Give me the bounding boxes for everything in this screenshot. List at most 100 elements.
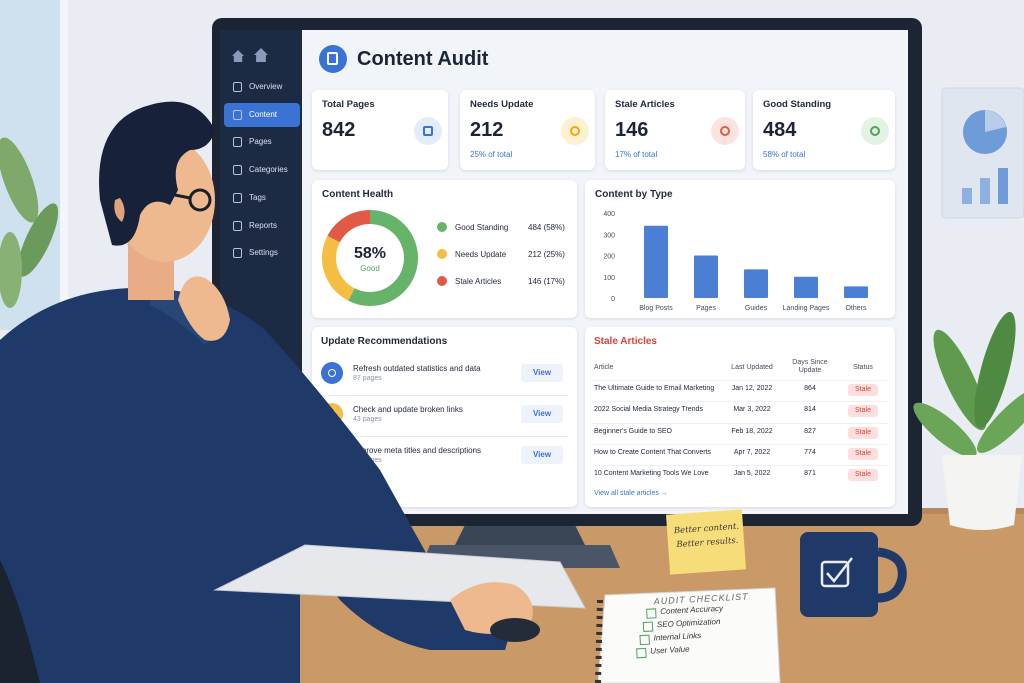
stat-value: 842 — [322, 119, 356, 141]
mug — [800, 532, 907, 617]
x-tick-label: Others — [845, 305, 867, 312]
table-cell: The Ultimate Guide to Email Marketing — [594, 385, 715, 392]
mug-shape — [820, 560, 850, 588]
view-all-link[interactable]: View all stale articles → — [594, 490, 668, 497]
stat-value: 146 — [615, 119, 649, 141]
right-plant-shape — [974, 311, 1016, 429]
view-button[interactable]: View — [521, 446, 563, 464]
table-cell: 2022 Social Media Strategy Trends — [594, 406, 703, 414]
legend-dot — [437, 249, 447, 259]
note: Better content. Better results. — [671, 520, 743, 553]
legend-label: Needs Update — [455, 250, 507, 259]
stat-icon-glyph — [570, 126, 580, 136]
stat-label: Needs Update — [470, 99, 534, 110]
rec-title: Improve meta titles and descriptions — [353, 446, 482, 455]
right-plant-shape — [977, 387, 1024, 453]
table-cell: Apr 7, 2022 — [733, 448, 771, 456]
y-tick-label: 200 — [603, 254, 615, 261]
wall-picture — [941, 87, 1024, 219]
table-cell: 814 — [804, 406, 816, 414]
view-button[interactable]: View — [521, 364, 563, 382]
table-cell: Beginner's Guide to SEO — [594, 427, 672, 435]
right-plant-shape — [933, 329, 987, 431]
table-cell: 871 — [804, 470, 816, 478]
stat-value: 212 — [470, 119, 504, 141]
notebook-shape — [595, 599, 603, 683]
nav-item[interactable]: Tags — [249, 192, 266, 202]
stat-label: Stale Articles — [615, 99, 675, 110]
legend-dot — [437, 222, 447, 232]
window-shape — [60, 0, 68, 330]
nav-item[interactable]: Categories — [249, 165, 288, 175]
card-title: Content by Type — [595, 189, 673, 200]
legend-label: Good Standing — [455, 223, 508, 232]
x-tick-label: Guides — [745, 305, 768, 312]
card — [585, 180, 895, 318]
check-mark — [646, 608, 657, 619]
status-badge: Stale — [848, 384, 878, 396]
nav-icon — [233, 192, 242, 203]
sticky-note-shape — [665, 509, 747, 575]
table-cell: Jan 12, 2022 — [731, 385, 773, 392]
bar — [744, 269, 768, 298]
bar — [694, 255, 718, 298]
stat-label: Good Standing — [763, 99, 832, 110]
person-shape — [99, 101, 215, 246]
person-shape — [0, 287, 520, 683]
table-cell: 774 — [804, 448, 816, 456]
legend-label: Stale Articles — [455, 277, 501, 286]
home-icon — [232, 50, 244, 62]
nav-item[interactable]: Pages — [249, 137, 272, 147]
mouse-shape — [490, 618, 540, 642]
stat-note: 58% of total — [763, 150, 806, 159]
status-badge: Stale — [848, 469, 878, 482]
table-cell: Feb 18, 2022 — [731, 427, 773, 435]
stat-value: 484 — [763, 119, 797, 141]
checklist-item: Internal Links — [653, 630, 702, 643]
nav-item[interactable]: Content — [249, 109, 278, 119]
column-header: Status — [853, 364, 873, 371]
rec-detail: 43 pages — [353, 416, 382, 423]
nav-icon — [233, 82, 242, 92]
table-cell: Jan 5, 2022 — [733, 470, 771, 478]
left-plant — [0, 137, 59, 308]
mouse — [490, 618, 540, 642]
x-tick-label: Landing Pages — [783, 305, 830, 312]
y-tick-label: 100 — [603, 275, 615, 282]
value-label: 484 (58%) — [528, 223, 565, 232]
rec-detail: 87 pages — [353, 375, 382, 382]
column-header: Days Since Update — [792, 359, 828, 374]
notebook-shape — [597, 587, 781, 683]
person-shape — [174, 193, 191, 200]
divider — [592, 465, 888, 467]
nav-icon — [233, 137, 242, 148]
value-label: 212 (25%) — [528, 250, 565, 259]
value-label: 146 (17%) — [528, 277, 565, 286]
wall-picture-shape — [985, 110, 1006, 132]
sticky-note — [665, 509, 747, 575]
logo — [319, 45, 347, 73]
donut-center-label: 58% — [354, 245, 386, 262]
view-button[interactable]: View — [521, 405, 563, 423]
left-plant-shape — [0, 232, 22, 308]
rec-icon-glyph — [328, 369, 336, 377]
nav-item[interactable]: Reports — [249, 220, 278, 230]
nav-icon — [233, 165, 242, 176]
x-tick-label: Blog Posts — [639, 305, 673, 312]
nav-icon — [233, 248, 242, 259]
stat-label: Total Pages — [322, 99, 375, 110]
checklist-item: User Value — [650, 644, 690, 656]
wall-picture-shape — [998, 168, 1008, 204]
rec-title: Refresh outdated statistics and data — [353, 364, 481, 373]
nav-item[interactable]: Settings — [249, 248, 278, 258]
nav-item[interactable]: Overview — [249, 82, 283, 91]
right-plant-shape — [942, 455, 1022, 530]
nav-icon — [233, 220, 242, 231]
person-shape — [178, 276, 230, 341]
column-header: Article — [594, 364, 614, 371]
wall-picture-shape — [980, 178, 990, 204]
mug-shape — [826, 557, 853, 583]
